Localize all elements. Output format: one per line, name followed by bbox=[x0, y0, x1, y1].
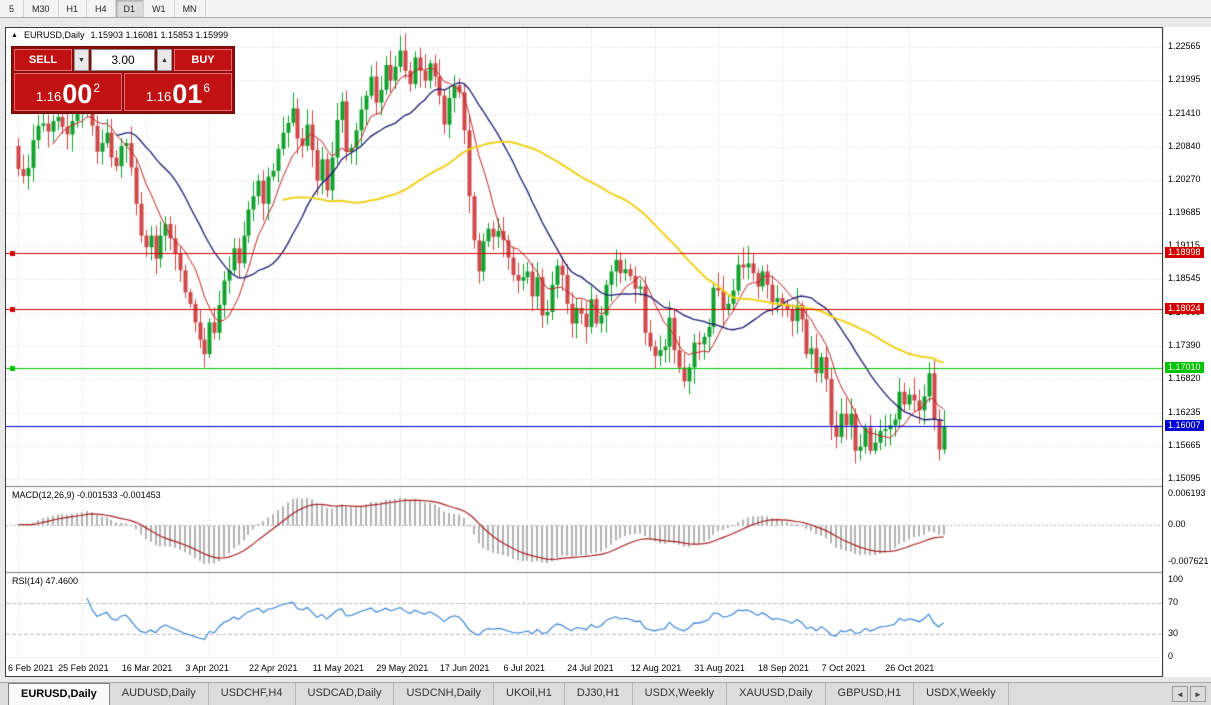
rsi-axis-tick: 30 bbox=[1168, 627, 1179, 638]
sell-button[interactable]: SELL bbox=[14, 49, 72, 71]
date-axis-label: 26 Oct 2021 bbox=[885, 663, 935, 673]
chart-tab-xauusd-daily[interactable]: XAUUSD,Daily bbox=[727, 683, 826, 705]
price-level-tag: 1.16007 bbox=[1165, 419, 1204, 431]
date-axis-label: 29 May 2021 bbox=[376, 663, 429, 673]
chart-shift-marker-icon: ▲ bbox=[11, 31, 18, 39]
price-level-tag: 1.17010 bbox=[1165, 361, 1204, 373]
price-axis-tick: 1.15665 bbox=[1168, 439, 1201, 450]
macd-indicator-label: MACD(12,26,9) -0.001533 -0.001453 bbox=[12, 490, 161, 500]
date-axis-label: 31 Aug 2021 bbox=[694, 663, 745, 673]
chart-tab-usdx-weekly[interactable]: USDX,Weekly bbox=[914, 683, 1009, 705]
timeframe-button-m30[interactable]: M30 bbox=[24, 0, 59, 17]
date-axis-label: 24 Jul 2021 bbox=[567, 663, 614, 673]
symbol-period-label: EURUSD,Daily bbox=[23, 30, 85, 40]
volume-increase-button[interactable]: ▲ bbox=[157, 49, 172, 71]
chart-tab-ukoil-h1[interactable]: UKOil,H1 bbox=[494, 683, 565, 705]
chart-tab-usdcnh-daily[interactable]: USDCNH,Daily bbox=[394, 683, 495, 705]
price-axis-tick: 1.16235 bbox=[1168, 406, 1201, 417]
price-axis-tick: 1.21995 bbox=[1168, 73, 1201, 84]
date-axis-label: 3 Apr 2021 bbox=[185, 663, 229, 673]
trade-controls-row: SELL ▼ 3.00 ▲ BUY bbox=[14, 49, 232, 71]
price-axis-tick: 1.19115 bbox=[1168, 240, 1200, 251]
volume-input[interactable]: 3.00 bbox=[91, 49, 155, 71]
chart-tab-eurusd-daily[interactable]: EURUSD,Daily bbox=[8, 683, 110, 705]
chart-window: ▲ EURUSD,Daily 1.15903 1.16081 1.15853 1… bbox=[5, 27, 1163, 677]
price-axis-tick: 1.21410 bbox=[1168, 107, 1201, 118]
price-axis-tick: 1.20270 bbox=[1168, 173, 1201, 184]
chart-tab-dj30-h1[interactable]: DJ30,H1 bbox=[564, 683, 633, 705]
trade-prices-row: 1.16 00 2 1.16 01 6 bbox=[14, 73, 232, 111]
date-axis-label: 7 Oct 2021 bbox=[821, 663, 866, 673]
price-chart-canvas[interactable] bbox=[6, 28, 1162, 676]
price-axis-tick: 1.16820 bbox=[1168, 373, 1201, 384]
price-axis-tick: 1.18545 bbox=[1168, 273, 1201, 284]
chart-tab-usdx-weekly[interactable]: USDX,Weekly bbox=[632, 683, 728, 705]
price-axis-tick: 1.15095 bbox=[1168, 472, 1201, 483]
rsi-axis-tick: 0 bbox=[1168, 650, 1174, 661]
timeframe-toolbar: 5 M30 H1 H4 D1 W1 MN bbox=[0, 0, 1211, 18]
timeframe-button-h1[interactable]: H1 bbox=[59, 0, 88, 17]
chart-tab-bar: EURUSD,Daily AUDUSD,Daily USDCHF,H4 USDCAD,… bbox=[0, 682, 1211, 705]
buy-price-pipette: 6 bbox=[203, 81, 211, 95]
sell-price-big-digits: 00 bbox=[62, 79, 93, 109]
ohlc-values: 1.15903 1.16081 1.15853 1.15999 bbox=[90, 30, 229, 40]
date-axis-label: 16 Mar 2021 bbox=[121, 663, 173, 673]
time-axis[interactable]: 6 Feb 2021 25 Feb 2021 16 Mar 2021 3 Apr 20… bbox=[6, 658, 1162, 676]
sell-price-display[interactable]: 1.16 00 2 bbox=[14, 73, 122, 111]
timeframe-button-h4[interactable]: H4 bbox=[87, 0, 116, 17]
rsi-axis-tick: 70 bbox=[1168, 597, 1179, 608]
price-level-tag: 1.18024 bbox=[1165, 302, 1204, 314]
date-axis-label: 12 Aug 2021 bbox=[630, 663, 682, 673]
tabs-scroll-left-button[interactable]: ◄ bbox=[1172, 686, 1188, 702]
chart-tab-audusd-daily[interactable]: AUDUSD,Daily bbox=[109, 683, 209, 705]
rsi-axis-tick: 100 bbox=[1168, 573, 1184, 584]
timeframe-button-w1[interactable]: W1 bbox=[144, 0, 175, 17]
chart-tabs: EURUSD,Daily AUDUSD,Daily USDCHF,H4 USDCAD,… bbox=[0, 683, 1167, 705]
price-axis-tick: 1.19685 bbox=[1168, 207, 1201, 218]
volume-decrease-button[interactable]: ▼ bbox=[74, 49, 89, 71]
price-axis-tick: 1.20840 bbox=[1168, 140, 1201, 151]
date-axis-label: 6 Jul 2021 bbox=[503, 663, 546, 673]
sell-price-prefix: 1.16 bbox=[35, 89, 62, 104]
date-axis-label: 6 Feb 2021 bbox=[8, 663, 54, 673]
one-click-trading-panel: SELL ▼ 3.00 ▲ BUY 1.16 00 2 1.16 01 6 bbox=[11, 46, 235, 114]
timeframe-button-d1[interactable]: D1 bbox=[115, 0, 145, 17]
rsi-indicator-label: RSI(14) 47.4600 bbox=[12, 576, 79, 586]
price-axis-tick: 1.22565 bbox=[1168, 40, 1201, 51]
sell-price-pipette: 2 bbox=[93, 81, 101, 95]
chart-tab-gbpusd-h1[interactable]: GBPUSD,H1 bbox=[825, 683, 915, 705]
date-axis-label: 11 May 2021 bbox=[312, 663, 364, 673]
date-axis-label: 25 Feb 2021 bbox=[58, 663, 109, 673]
buy-price-prefix: 1.16 bbox=[145, 89, 172, 104]
tab-scroll-controls: ◄ ► bbox=[1167, 683, 1211, 705]
date-axis-label: 22 Apr 2021 bbox=[248, 663, 298, 673]
price-axis[interactable]: 1.22565 1.21995 1.21410 1.20840 1.20270 1.196… bbox=[1164, 27, 1211, 677]
buy-button[interactable]: BUY bbox=[174, 49, 232, 71]
date-axis-label: 18 Sep 2021 bbox=[758, 663, 810, 673]
chart-header: ▲ EURUSD,Daily 1.15903 1.16081 1.15853 1… bbox=[11, 30, 228, 40]
buy-price-big-digits: 01 bbox=[172, 79, 203, 109]
date-axis-label: 17 Jun 2021 bbox=[439, 663, 490, 673]
price-level-tag: 1.18998 bbox=[1165, 246, 1204, 258]
timeframe-button-5[interactable]: 5 bbox=[0, 0, 24, 17]
buy-price-display[interactable]: 1.16 01 6 bbox=[124, 73, 232, 111]
price-axis-tick: 1.17390 bbox=[1168, 340, 1201, 351]
chart-tab-usdchf-h4[interactable]: USDCHF,H4 bbox=[208, 683, 296, 705]
macd-axis-tick: 0.006193 bbox=[1168, 487, 1206, 498]
timeframe-button-mn[interactable]: MN bbox=[175, 0, 206, 17]
macd-axis-tick: 0.00 bbox=[1168, 518, 1186, 529]
tabs-scroll-right-button[interactable]: ► bbox=[1190, 686, 1206, 702]
chart-tab-usdcad-daily[interactable]: USDCAD,Daily bbox=[295, 683, 395, 705]
macd-axis-tick: -0.007621 bbox=[1168, 556, 1209, 567]
